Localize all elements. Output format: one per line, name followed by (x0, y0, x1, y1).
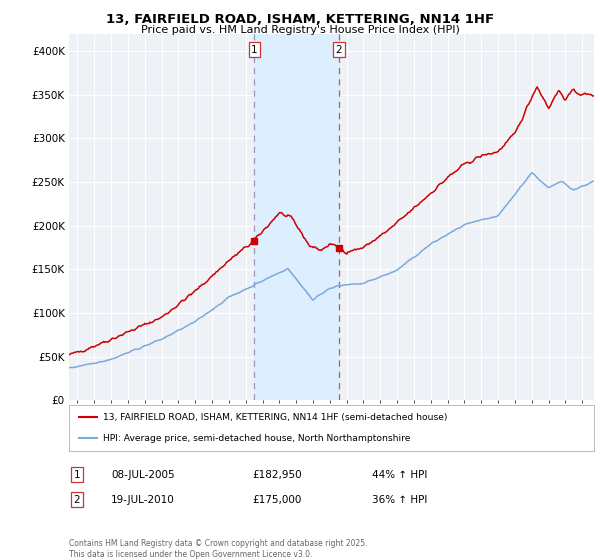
Text: £182,950: £182,950 (252, 470, 302, 480)
Text: Contains HM Land Registry data © Crown copyright and database right 2025.
This d: Contains HM Land Registry data © Crown c… (69, 539, 367, 559)
Bar (254, 34, 339, 400)
Text: 1: 1 (251, 45, 258, 55)
Text: 2: 2 (335, 45, 342, 55)
Text: 08-JUL-2005: 08-JUL-2005 (111, 470, 175, 480)
Text: 36% ↑ HPI: 36% ↑ HPI (372, 494, 427, 505)
Text: 1: 1 (73, 470, 80, 480)
Text: 44% ↑ HPI: 44% ↑ HPI (372, 470, 427, 480)
Text: 13, FAIRFIELD ROAD, ISHAM, KETTERING, NN14 1HF: 13, FAIRFIELD ROAD, ISHAM, KETTERING, NN… (106, 13, 494, 26)
Text: £175,000: £175,000 (252, 494, 301, 505)
Text: Price paid vs. HM Land Registry's House Price Index (HPI): Price paid vs. HM Land Registry's House … (140, 25, 460, 35)
Text: HPI: Average price, semi-detached house, North Northamptonshire: HPI: Average price, semi-detached house,… (103, 434, 410, 443)
Text: 19-JUL-2010: 19-JUL-2010 (111, 494, 175, 505)
Text: 13, FAIRFIELD ROAD, ISHAM, KETTERING, NN14 1HF (semi-detached house): 13, FAIRFIELD ROAD, ISHAM, KETTERING, NN… (103, 413, 448, 422)
Text: 2: 2 (73, 494, 80, 505)
